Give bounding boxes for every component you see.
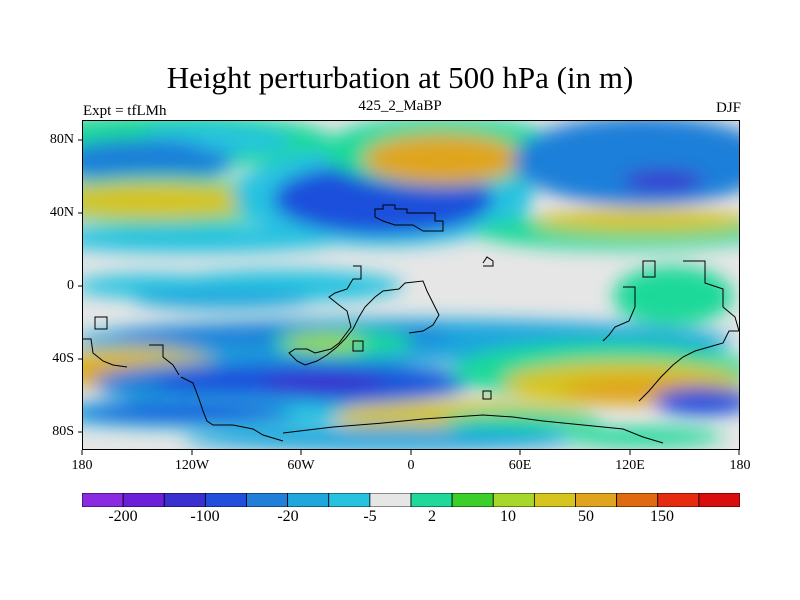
colorbar-swatch bbox=[410, 493, 453, 507]
colorbar-swatch bbox=[82, 493, 124, 507]
lon-label-0: 0 bbox=[407, 458, 415, 473]
lat-label-40s: 40S bbox=[52, 351, 74, 366]
lon-label-60w: 60W bbox=[287, 458, 315, 473]
lon-label-60e: 60E bbox=[508, 458, 532, 473]
experiment-label: Expt = tfLMh bbox=[83, 103, 167, 119]
colorbar-swatch bbox=[698, 493, 740, 507]
colorbar-label: -20 bbox=[277, 508, 299, 525]
lon-label-120e: 120E bbox=[615, 458, 645, 473]
lon-label-180e: 180 bbox=[729, 458, 751, 473]
season-label: DJF bbox=[715, 100, 741, 116]
lon-label-120w: 120W bbox=[174, 458, 210, 473]
colorbar-swatch bbox=[575, 493, 618, 507]
colorbar-swatch bbox=[492, 493, 535, 507]
lat-label-equator: 0 bbox=[67, 278, 74, 293]
lon-label-180w: 180 bbox=[71, 458, 93, 473]
colorbar-label: -100 bbox=[190, 508, 220, 525]
colorbar-label: 10 bbox=[500, 508, 516, 525]
colorbar-label: -5 bbox=[363, 508, 377, 525]
colorbar-swatch bbox=[451, 493, 494, 507]
colorbar bbox=[82, 493, 740, 507]
colorbar-swatch bbox=[287, 493, 330, 507]
colorbar-swatch bbox=[204, 493, 247, 507]
plot-title: Height perturbation at 500 hPa (in m) bbox=[166, 60, 634, 95]
colorbar-swatch bbox=[122, 493, 165, 507]
colorbar-label: 50 bbox=[578, 508, 594, 525]
run-label: 425_2_MaBP bbox=[358, 98, 442, 114]
axis-ticks bbox=[78, 139, 740, 455]
colorbar-swatch bbox=[533, 493, 576, 507]
colorbar-swatch bbox=[657, 493, 700, 507]
colorbar-swatch bbox=[163, 493, 206, 507]
lat-label-80s: 80S bbox=[52, 424, 74, 439]
colorbar-swatch bbox=[616, 493, 659, 507]
colorbar-swatch bbox=[246, 493, 289, 507]
map-panel bbox=[82, 120, 740, 450]
height-field-map bbox=[83, 121, 739, 449]
colorbar-label: -200 bbox=[108, 508, 138, 525]
colorbar-swatch bbox=[369, 493, 412, 507]
colorbar-label: 150 bbox=[650, 508, 674, 525]
colorbar-swatch bbox=[328, 493, 371, 507]
lat-label-40n: 40N bbox=[49, 205, 74, 220]
colorbar-label: 2 bbox=[428, 508, 436, 525]
lat-label-80n: 80N bbox=[49, 132, 74, 147]
